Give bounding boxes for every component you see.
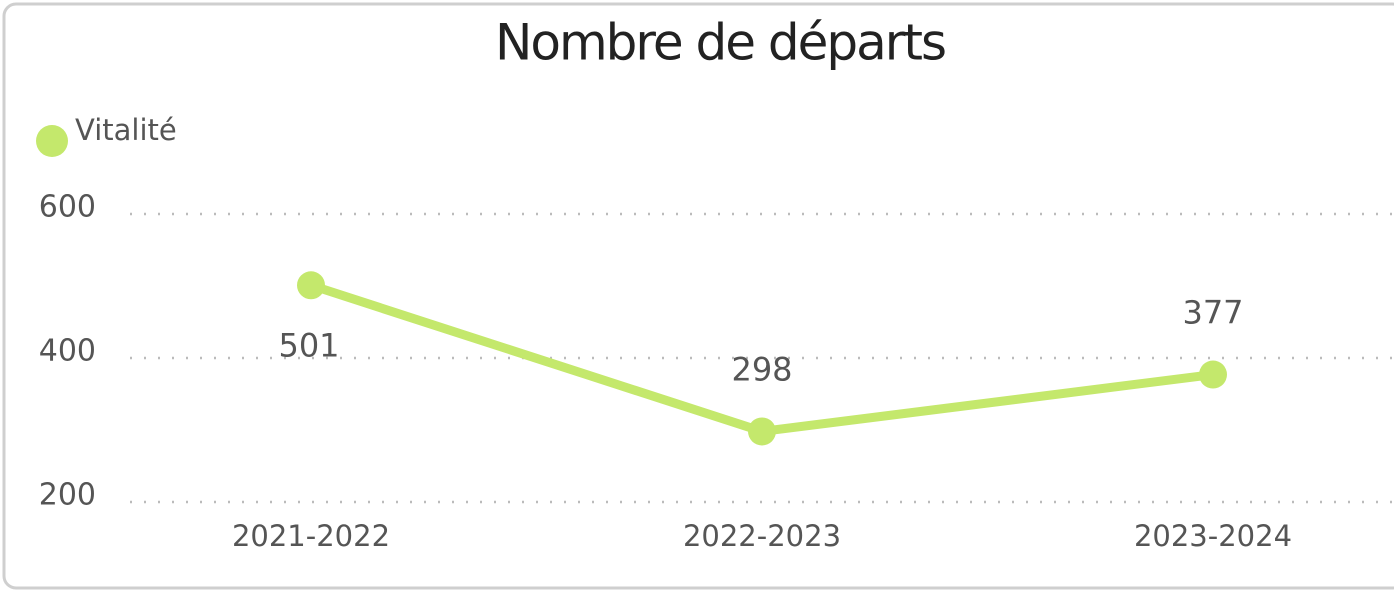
point <box>748 417 776 446</box>
point <box>297 271 325 300</box>
legend-label: Vitalité <box>75 113 177 147</box>
y-tick-label: 200 <box>39 478 96 513</box>
data-label: 298 <box>731 350 792 388</box>
y-tick-label: 400 <box>39 334 96 369</box>
data-label: 377 <box>1182 294 1243 332</box>
chart-title: Nombre de départs <box>495 14 945 72</box>
data-label: 501 <box>278 326 339 364</box>
legend-marker <box>36 125 68 157</box>
x-tick-label: 2022-2023 <box>683 519 841 553</box>
x-tick-label: 2023-2024 <box>1134 519 1292 553</box>
x-tick-label: 2021-2022 <box>232 519 390 553</box>
point <box>1199 360 1227 389</box>
y-tick-label: 600 <box>39 190 96 225</box>
